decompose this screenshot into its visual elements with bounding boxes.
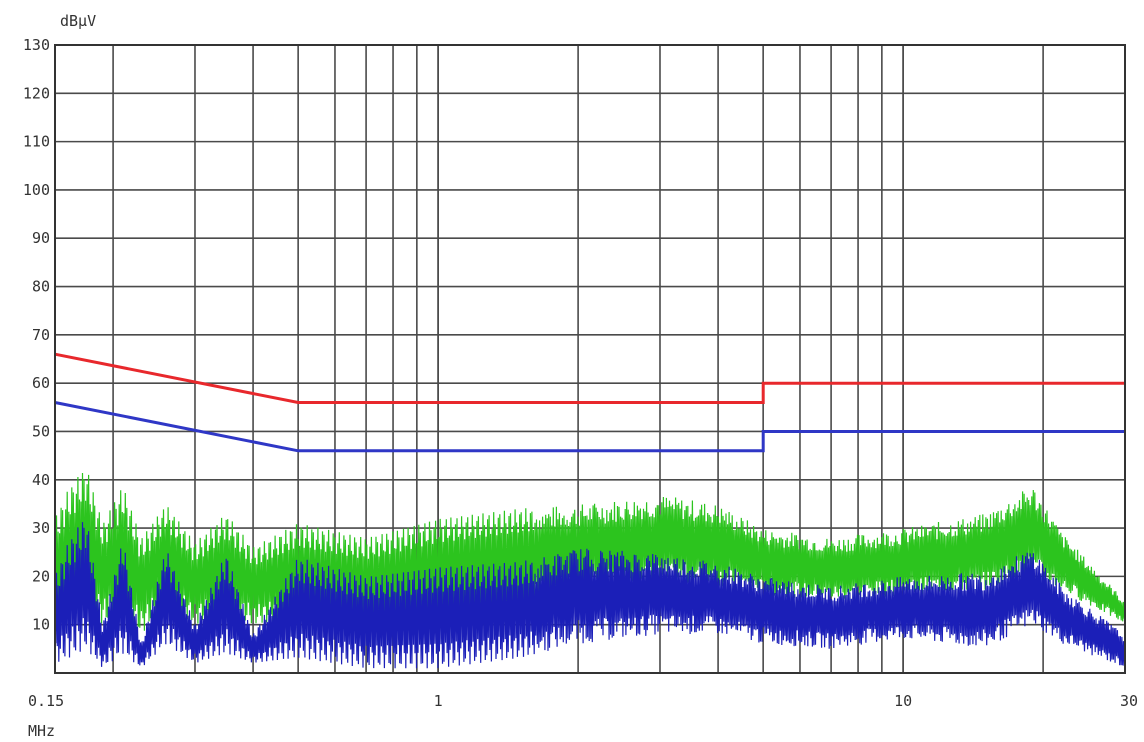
y-tick-label: 130 <box>23 36 50 54</box>
x-tick-label: 30 <box>1120 692 1138 710</box>
y-tick-label: 50 <box>32 422 50 440</box>
series-line-3 <box>54 472 1126 631</box>
y-tick-labels: 10 20 30 40 50 60 70 80 90 100 110 120 130 <box>23 36 50 634</box>
y-tick-label: 60 <box>32 374 50 392</box>
y-tick-label: 10 <box>32 616 50 634</box>
y-tick-label: 100 <box>23 181 50 199</box>
series-line-1 <box>54 352 1125 404</box>
y-axis-unit-label: dBμV <box>60 12 96 30</box>
y-tick-label: 40 <box>32 471 50 489</box>
plot-frame <box>54 44 1126 674</box>
x-tick-label: 10 <box>894 692 912 710</box>
x-axis-unit-label: MHz <box>28 722 55 740</box>
y-tick-label: 80 <box>32 278 50 296</box>
x-tick-label: 0.15 <box>28 692 64 710</box>
series-layer <box>54 352 1126 669</box>
y-tick-label: 120 <box>23 84 50 102</box>
y-tick-label: 110 <box>23 133 50 151</box>
y-tick-label: 90 <box>32 229 50 247</box>
y-tick-label: 20 <box>32 567 50 585</box>
y-tick-label: 30 <box>32 519 50 537</box>
x-tick-labels: 0.15 1 10 30 <box>28 692 1138 710</box>
y-tick-label: 70 <box>32 326 50 344</box>
series-line-2 <box>54 401 1125 453</box>
x-tick-label: 1 <box>434 692 443 710</box>
series-line-4 <box>54 522 1126 669</box>
